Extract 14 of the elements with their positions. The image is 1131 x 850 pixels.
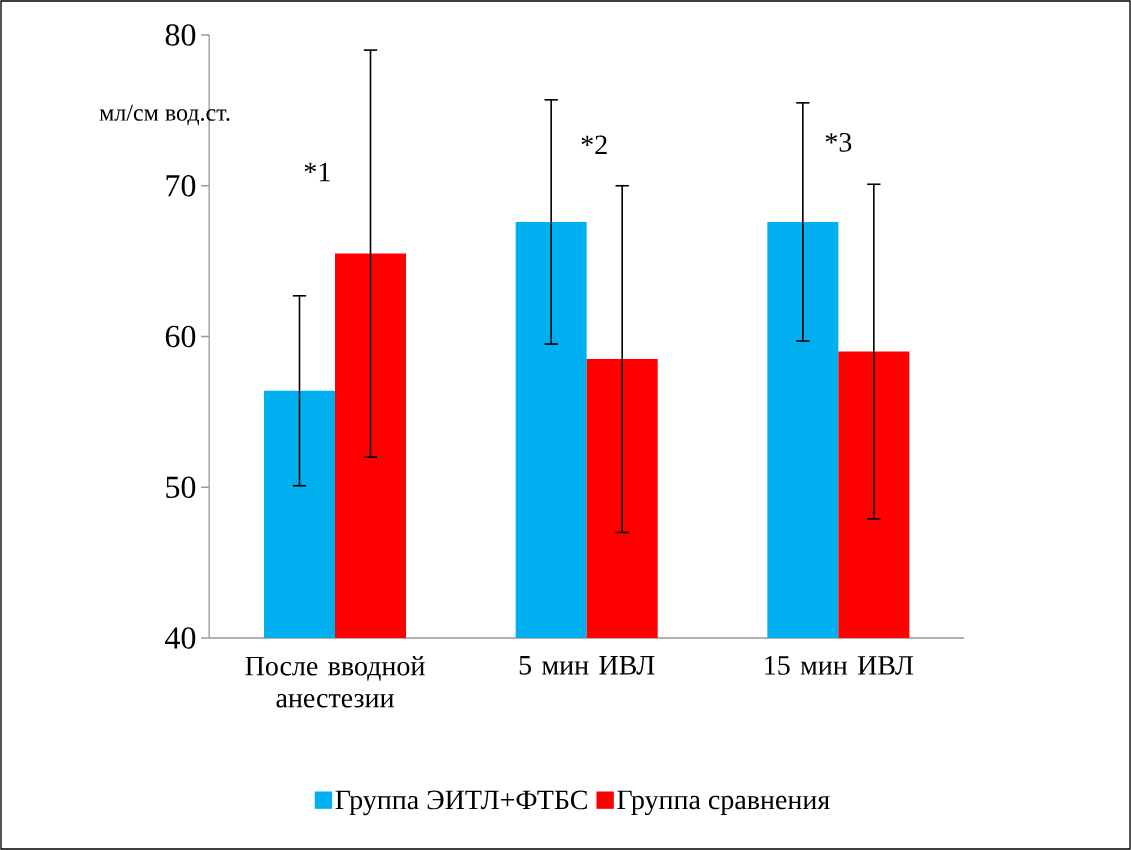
y-tick-label: 50 — [166, 476, 196, 499]
x-tick-label: После вводной анестезии — [245, 656, 425, 708]
y-axis-title: мл/см вод.ст. — [99, 104, 230, 126]
annotation: *3 — [825, 132, 852, 152]
x-tick-label: 5 мин ИВЛ — [519, 656, 655, 675]
y-tick-label: 60 — [165, 325, 196, 348]
y-tick-label: 80 — [165, 24, 196, 46]
annotation: *2 — [581, 135, 607, 155]
y-tick-label: 70 — [166, 174, 196, 197]
y-tick-label: 40 — [165, 627, 196, 649]
legend-label: Группа сравнения — [617, 790, 830, 816]
x-tick-label: 15 мин ИВЛ — [765, 656, 914, 675]
legend-label: Группа ЭИТЛ+ФТБС — [335, 790, 587, 816]
annotation: *1 — [304, 162, 330, 182]
